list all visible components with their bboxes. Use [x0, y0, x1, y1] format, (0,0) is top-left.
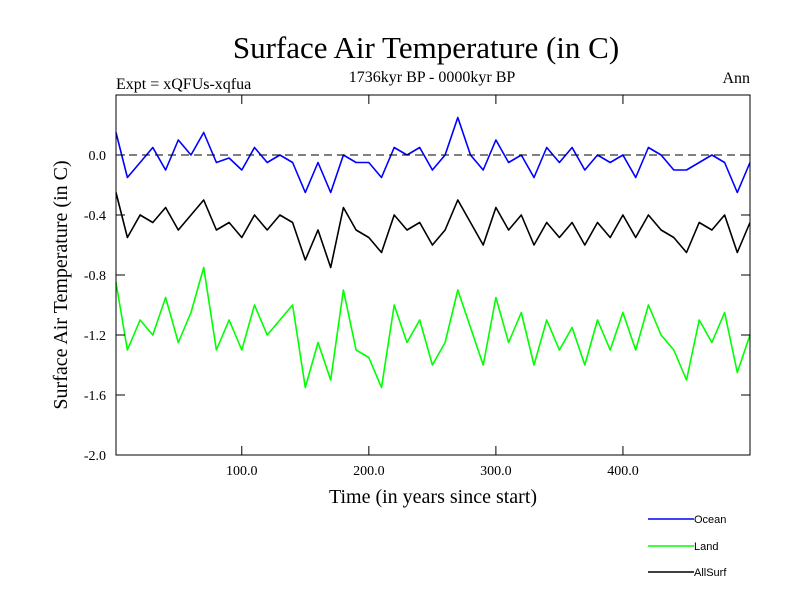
y-tick-label: -0.8	[84, 269, 106, 284]
series-layer	[115, 116, 751, 389]
series-line-ocean	[115, 116, 751, 194]
x-axis-label: Time (in years since start)	[329, 486, 537, 508]
y-tick-label: -1.6	[84, 389, 106, 404]
series-line-allsurf	[115, 192, 751, 269]
chart-subtitle: 1736kyr BP - 0000kyr BP	[349, 69, 516, 86]
chart-title: Surface Air Temperature (in C)	[233, 30, 619, 65]
season-label: Ann	[722, 70, 750, 87]
x-axis-ticks: 100.0 200.0 300.0 400.0	[226, 95, 639, 479]
y-tick-label: -2.0	[84, 449, 106, 464]
legend: Ocean Land AllSurf	[648, 514, 727, 579]
y-tick-label: 0.0	[89, 149, 107, 164]
legend-label-ocean: Ocean	[694, 514, 726, 526]
y-tick-label: -0.4	[84, 209, 106, 224]
plot-area: 100.0 200.0 300.0 400.0 -2.0 -1.6 -1.2 -0.8 -0.…	[84, 94, 751, 479]
x-tick-label: 400.0	[607, 464, 639, 479]
y-axis-ticks: -2.0 -1.6 -1.2 -0.8 -0.4 0.0	[84, 149, 750, 464]
legend-label-land: Land	[694, 541, 718, 553]
legend-label-allsurf: AllSurf	[694, 567, 727, 579]
series-line-land	[115, 266, 751, 389]
y-tick-label: -1.2	[84, 329, 106, 344]
experiment-label: Expt = xQFUs-xqfua	[116, 76, 251, 93]
x-tick-label: 200.0	[353, 464, 385, 479]
x-tick-label: 300.0	[480, 464, 512, 479]
x-tick-label: 100.0	[226, 464, 258, 479]
y-axis-label: Surface Air Temperature (in C)	[50, 160, 72, 409]
